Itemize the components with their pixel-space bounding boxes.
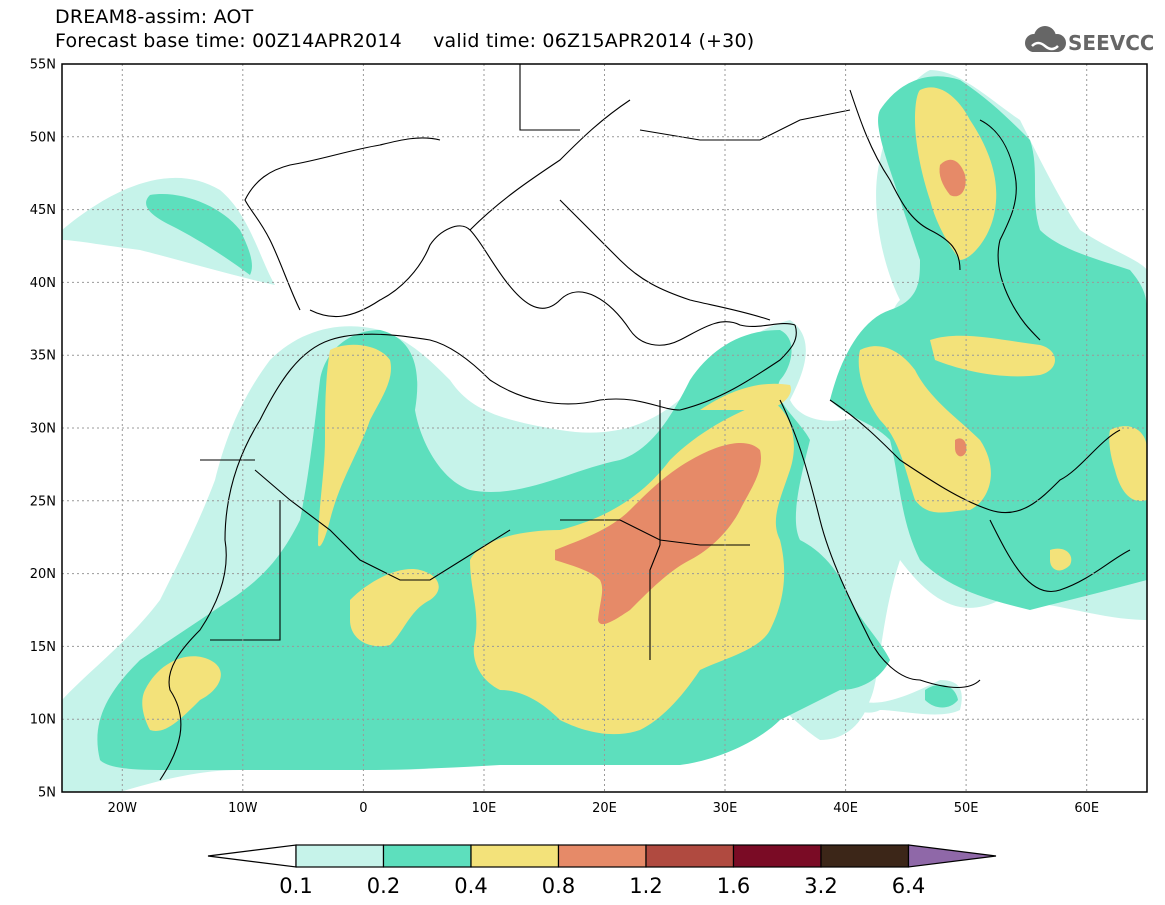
colorbar-swatch (295, 844, 385, 868)
coastlines (159, 64, 1131, 781)
lon-tick-label: 40E (833, 801, 858, 816)
colorbar-label: 0.1 (279, 874, 312, 898)
colorbar-swatch (732, 844, 822, 868)
colorbar-label: 0.8 (542, 874, 575, 898)
lat-tick-label: 40N (30, 276, 56, 291)
colorbar-label: 3.2 (804, 874, 837, 898)
lat-tick-label: 50N (30, 130, 56, 145)
colorbar-low-arrow (207, 844, 297, 868)
colorbar-label: 0.4 (454, 874, 487, 898)
lon-tick-label: 10E (472, 801, 497, 816)
colorbar-swatch (382, 844, 472, 868)
lon-tick-label: 10W (228, 801, 258, 816)
colorbar-high-arrow (907, 844, 997, 868)
lat-tick-label: 45N (30, 203, 56, 218)
forecast-time-subtitle: Forecast base time: 00Z14APR2014 valid t… (55, 30, 755, 52)
colorbar-swatch (820, 844, 910, 868)
lon-tick-label: 60E (1074, 801, 1099, 816)
map-title: DREAM8-assim: AOT (55, 6, 254, 28)
lat-tick-label: 20N (30, 567, 56, 582)
colorbar-label: 6.4 (892, 874, 925, 898)
colorbar-label: 0.2 (367, 874, 400, 898)
lat-tick-label: 25N (30, 494, 56, 509)
colorbar-label: 1.6 (717, 874, 750, 898)
lat-tick-label: 30N (30, 422, 56, 437)
lat-axis: 55N 50N 45N 40N 35N 30N 25N 20N 15N 10N … (30, 58, 56, 801)
lon-tick-label: 0 (359, 801, 367, 816)
lat-tick-label: 15N (30, 640, 56, 655)
cloud-icon (1025, 26, 1066, 52)
lat-tick-label: 5N (38, 786, 56, 801)
logo-text: SEEVCCC (1068, 31, 1153, 55)
aot-fields (62, 64, 1147, 792)
colorbar-swatch (645, 844, 735, 868)
map-frame (61, 63, 1148, 793)
aot-level-0-8 (555, 159, 967, 625)
lon-tick-label: 30E (713, 801, 738, 816)
lon-tick-label: 50E (954, 801, 979, 816)
colorbar-swatch (557, 844, 647, 868)
lon-axis: 20W 10W 0 10E 20E 30E 40E 50E 60E (108, 801, 1099, 816)
lon-tick-label: 20E (592, 801, 617, 816)
lat-tick-label: 35N (30, 349, 56, 364)
colorbar-swatch (470, 844, 560, 868)
colorbar-label: 1.2 (629, 874, 662, 898)
colorbar: 0.1 0.2 0.4 0.8 1.2 1.6 3.2 6.4 (207, 844, 997, 898)
lat-tick-label: 55N (30, 58, 56, 73)
lat-tick-label: 10N (30, 713, 56, 728)
graticule (62, 64, 1147, 792)
seevccc-logo: SEEVCCC (1025, 26, 1153, 55)
lon-tick-label: 20W (108, 801, 138, 816)
